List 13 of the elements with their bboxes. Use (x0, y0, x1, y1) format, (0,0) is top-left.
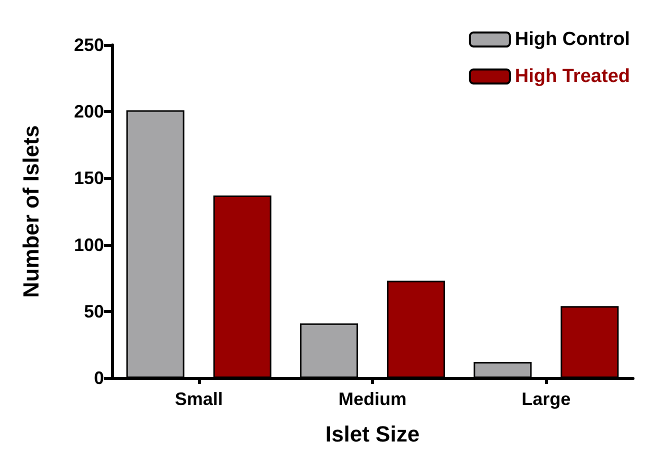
x-tick-label: Medium (338, 389, 407, 409)
legend-label: High Treated (514, 66, 630, 87)
y-axis-title: Number of Islets (18, 125, 44, 298)
x-tick-label: Small (174, 389, 223, 409)
y-tick-label: 150 (74, 168, 104, 188)
legend-label: High Control (514, 29, 630, 50)
x-axis-title: Islet Size (325, 422, 420, 446)
y-tick-label: 250 (74, 35, 104, 55)
y-tick-label: 0 (94, 368, 104, 388)
y-tick-label: 100 (74, 234, 104, 255)
x-tick-label: Large (522, 389, 571, 409)
y-tick-label: 200 (74, 102, 104, 122)
y-tick-label: 50 (84, 301, 104, 322)
